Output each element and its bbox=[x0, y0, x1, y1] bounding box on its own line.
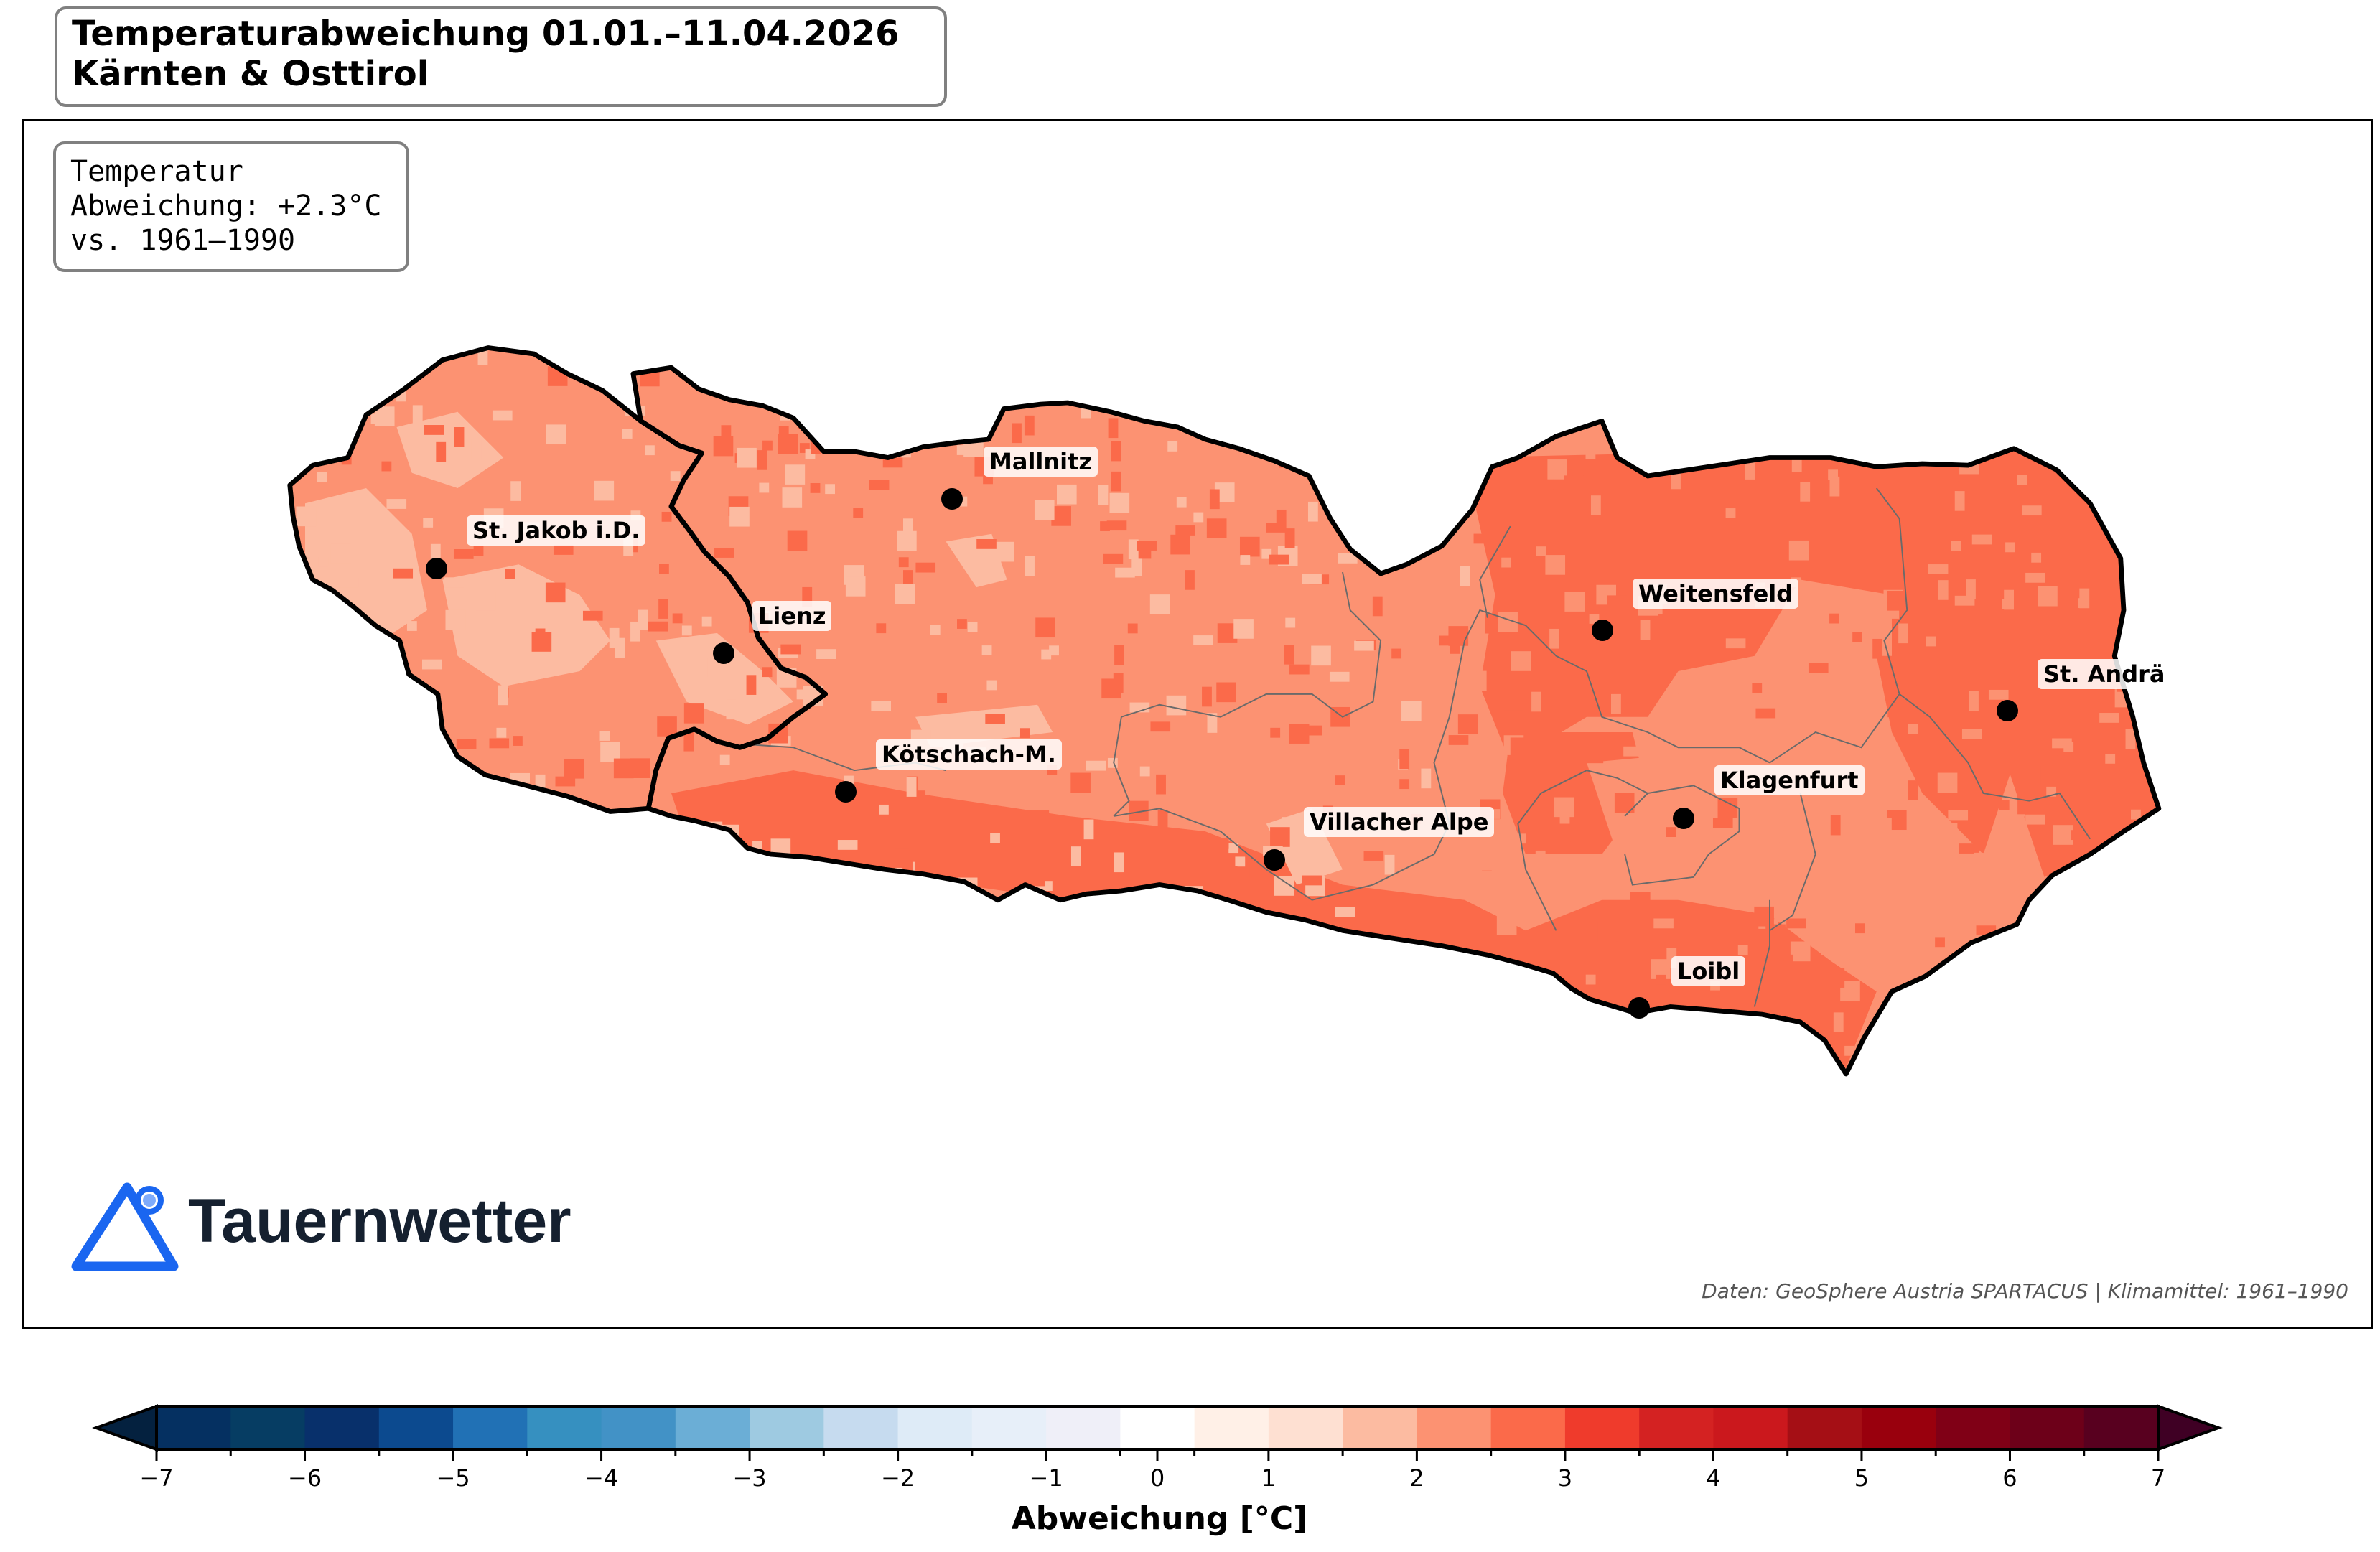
colorbar-label: Abweichung [°C] bbox=[1011, 1500, 1308, 1537]
info-box: Temperatur Abweichung: +2.3°C vs. 1961–1… bbox=[53, 141, 409, 272]
title-line-2: Kärnten & Osttirol bbox=[72, 54, 429, 94]
colorbar-bin bbox=[1343, 1406, 1418, 1449]
colorbar-bin bbox=[1490, 1406, 1566, 1449]
info-reference: vs. 1961–1990 bbox=[70, 224, 296, 257]
colorbar-tick-label: −7 bbox=[139, 1464, 174, 1492]
colorbar-bin bbox=[601, 1406, 676, 1449]
colorbar-bin bbox=[1564, 1406, 1640, 1449]
colorbar-tick-label: −5 bbox=[436, 1464, 470, 1492]
station-label: St. Andrä bbox=[2038, 659, 2171, 689]
colorbar-tick-label: 2 bbox=[1409, 1464, 1424, 1492]
colorbar-bin bbox=[1268, 1406, 1343, 1449]
title-line-1: Temperaturabweichung 01.01.–11.04.2026 bbox=[72, 14, 900, 54]
station-label: Kötschach-M. bbox=[876, 739, 1062, 770]
logo-text: Tauernwetter bbox=[188, 1187, 571, 1256]
colorbar-bin bbox=[1046, 1406, 1121, 1449]
station-label: Weitensfeld bbox=[1633, 579, 1799, 609]
colorbar-tick-label: −3 bbox=[732, 1464, 767, 1492]
title-box: Temperaturabweichung 01.01.–11.04.2026 K… bbox=[55, 6, 947, 107]
colorbar-bin bbox=[157, 1406, 231, 1449]
colorbar-tick-label: 4 bbox=[1706, 1464, 1721, 1492]
station-marker bbox=[1673, 808, 1694, 829]
colorbar-bin bbox=[378, 1406, 454, 1449]
colorbar-bin bbox=[1713, 1406, 1788, 1449]
colorbar-bin bbox=[453, 1406, 528, 1449]
info-anomaly: Abweichung: +2.3°C bbox=[70, 190, 382, 223]
colorbar-tick-label: −4 bbox=[584, 1464, 619, 1492]
station-marker bbox=[835, 781, 857, 803]
station-label: Villacher Alpe bbox=[1304, 807, 1495, 837]
colorbar bbox=[92, 1404, 2223, 1461]
colorbar-bin bbox=[1936, 1406, 2011, 1449]
station-label: St. Jakob i.D. bbox=[467, 515, 646, 546]
station-marker bbox=[1264, 849, 1285, 871]
colorbar-bin bbox=[1861, 1406, 1936, 1449]
colorbar-tick-label: 3 bbox=[1557, 1464, 1573, 1492]
station-label: Loibl bbox=[1671, 956, 1746, 986]
colorbar-tick-label: 6 bbox=[2002, 1464, 2017, 1492]
mountain-triangle-sun-icon bbox=[71, 1182, 179, 1271]
station-label: Klagenfurt bbox=[1714, 765, 1865, 795]
colorbar-bin bbox=[971, 1406, 1047, 1449]
data-source-note: Daten: GeoSphere Austria SPARTACUS | Kli… bbox=[1702, 1279, 2348, 1303]
station-label: Lienz bbox=[752, 601, 832, 631]
colorbar-bin bbox=[2083, 1406, 2159, 1449]
station-marker bbox=[1592, 620, 1613, 641]
colorbar-tick-label: 1 bbox=[1261, 1464, 1277, 1492]
colorbar-bin bbox=[1787, 1406, 1862, 1449]
colorbar-tick-label: 0 bbox=[1149, 1464, 1165, 1492]
district-borders bbox=[747, 487, 2091, 1007]
station-marker bbox=[713, 642, 734, 664]
colorbar-bin bbox=[897, 1406, 973, 1449]
colorbar-bin bbox=[1194, 1406, 1269, 1449]
colorbar-bin bbox=[1417, 1406, 1492, 1449]
colorbar-bin bbox=[750, 1406, 824, 1449]
info-variable: Temperatur bbox=[70, 155, 243, 188]
colorbar-bin bbox=[823, 1406, 899, 1449]
station-marker bbox=[1628, 997, 1650, 1019]
colorbar-bin bbox=[675, 1406, 750, 1449]
tauernwetter-logo: Tauernwetter bbox=[69, 1172, 600, 1279]
colorbar-tick-label: −2 bbox=[880, 1464, 915, 1492]
kaernten-outline bbox=[630, 365, 2162, 1077]
colorbar-tick-label: −1 bbox=[1029, 1464, 1063, 1492]
colorbar-tick-label: 7 bbox=[2150, 1464, 2166, 1492]
colorbar-bin bbox=[2010, 1406, 2085, 1449]
station-label: Mallnitz bbox=[984, 447, 1098, 477]
colorbar-tick-label: −6 bbox=[287, 1464, 322, 1492]
station-marker bbox=[426, 558, 447, 579]
colorbar-bin bbox=[304, 1406, 380, 1449]
colorbar-bin bbox=[1120, 1406, 1195, 1449]
colorbar-bin bbox=[230, 1406, 306, 1449]
station-marker bbox=[941, 488, 963, 510]
colorbar-bin bbox=[527, 1406, 602, 1449]
colorbar-tick-label: 5 bbox=[1854, 1464, 1870, 1492]
colorbar-bin bbox=[1639, 1406, 1714, 1449]
station-marker bbox=[1997, 700, 2018, 721]
